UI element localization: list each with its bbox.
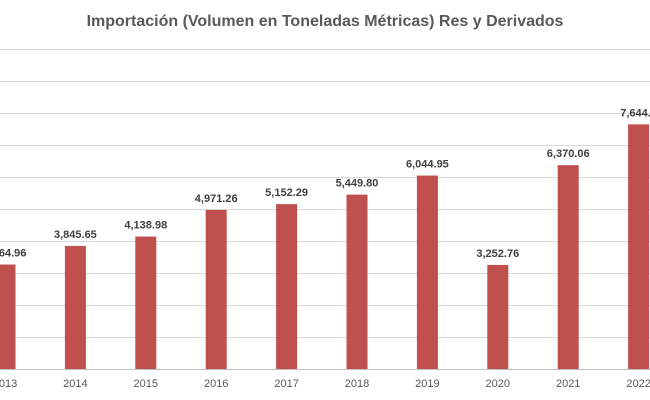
x-tick-label: 2016 xyxy=(204,378,228,390)
data-label: 5,152.29 xyxy=(265,187,308,199)
x-tick-label: 2020 xyxy=(486,378,510,390)
x-tick-label: 2015 xyxy=(134,378,158,390)
bar-2016 xyxy=(205,209,227,369)
data-label: 3,264.96 xyxy=(0,248,26,260)
data-label: 3,252.76 xyxy=(476,248,519,260)
data-label: 7,644.6 xyxy=(620,107,650,119)
x-tick-label: 2017 xyxy=(274,378,298,390)
x-tick-label: 2019 xyxy=(415,378,439,390)
bar-2014 xyxy=(64,245,86,369)
data-label: 6,370.06 xyxy=(547,148,590,160)
x-tick-label: 2021 xyxy=(556,378,580,390)
bar-2021 xyxy=(557,165,579,369)
bar-2019 xyxy=(416,175,438,369)
bar-2013 xyxy=(0,264,16,369)
data-label: 3,845.65 xyxy=(54,229,97,241)
x-tick-label: 2013 xyxy=(0,378,17,390)
bar-2017 xyxy=(276,204,298,369)
data-label: 4,138.98 xyxy=(124,220,167,232)
chart-title: Importación (Volumen en Toneladas Métric… xyxy=(87,13,564,30)
data-label: 4,971.26 xyxy=(195,193,238,205)
bar-2022 xyxy=(628,124,650,369)
x-tick-labels: 2013 2014 2015 2016 2017 2018 2019 2020 2021 2022 xyxy=(0,378,650,390)
x-tick-label: 2022 xyxy=(626,378,650,390)
bar-2015 xyxy=(135,236,157,369)
data-labels: 3,264.96 3,845.65 4,138.98 4,971.26 5,152.29… xyxy=(0,107,650,260)
data-label: 6,044.95 xyxy=(406,159,449,171)
bars xyxy=(0,124,650,369)
x-tick-label: 2018 xyxy=(345,378,369,390)
bar-2018 xyxy=(346,194,368,369)
x-tick-label: 2014 xyxy=(63,378,87,390)
data-label: 5,449.80 xyxy=(336,178,379,190)
bar-2020 xyxy=(487,264,509,369)
gridlines xyxy=(0,49,650,370)
